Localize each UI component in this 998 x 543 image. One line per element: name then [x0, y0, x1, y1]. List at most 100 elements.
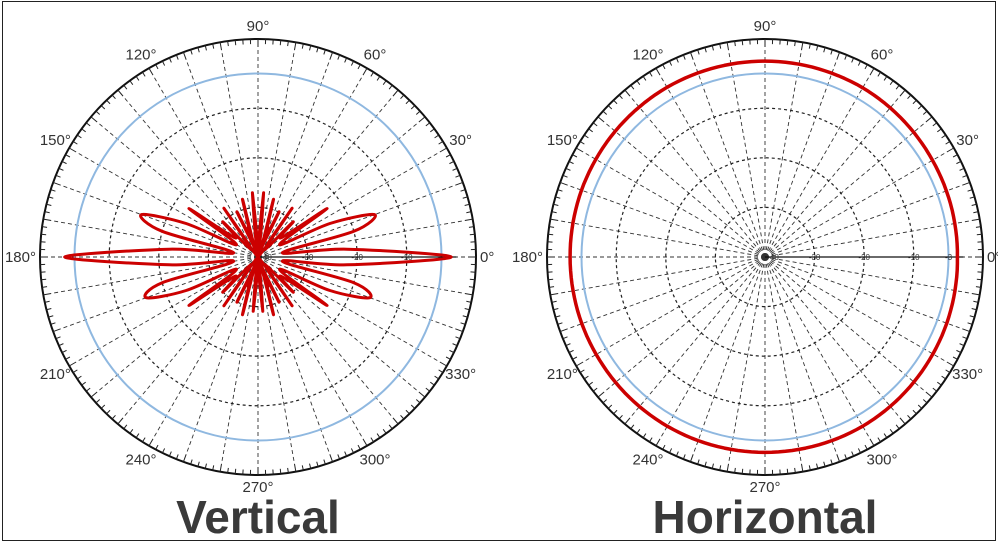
degree-tick: [549, 226, 555, 228]
angle-label: 180°: [5, 249, 36, 266]
degree-tick: [697, 459, 700, 465]
degree-tick: [323, 49, 326, 55]
chart-title: Vertical: [176, 491, 340, 543]
degree-tick: [971, 292, 980, 296]
degree-tick: [734, 41, 736, 47]
radial-gridline: [728, 50, 766, 258]
radial-gridline: [659, 74, 766, 258]
angle-label: 330°: [952, 366, 983, 383]
degree-tick: [287, 41, 289, 47]
degree-tick: [197, 47, 200, 53]
degree-tick: [607, 105, 613, 110]
degree-tick: [959, 343, 965, 347]
degree-tick: [316, 47, 319, 53]
degree-tick: [689, 454, 694, 463]
degree-tick: [81, 381, 86, 386]
degree-tick: [405, 409, 410, 415]
radial-tick-label: -3: [945, 253, 953, 262]
degree-tick: [469, 233, 475, 236]
radial-tick-label: -40: [260, 253, 272, 262]
radial-gridline: [257, 256, 364, 440]
radial-gridline: [152, 74, 259, 258]
angle-label: 120°: [632, 46, 663, 63]
angle-label: 90°: [247, 18, 270, 35]
degree-tick: [155, 64, 159, 70]
angle-label: 300°: [866, 452, 897, 469]
radial-gridline: [764, 256, 901, 419]
degree-tick: [85, 387, 91, 392]
degree-tick: [597, 391, 605, 398]
degree-tick: [439, 147, 448, 153]
degree-tick: [468, 226, 474, 228]
degree-tick: [823, 461, 826, 467]
degree-tick: [899, 89, 906, 97]
degree-tick: [190, 459, 193, 465]
degree-tick: [362, 67, 368, 76]
degree-tick: [969, 315, 975, 318]
degree-tick: [337, 54, 341, 60]
degree-tick: [559, 181, 568, 186]
radial-gridline: [51, 256, 259, 294]
degree-tick: [971, 308, 977, 311]
degree-tick: [864, 444, 868, 450]
angle-label: 0°: [987, 249, 998, 266]
degree-tick: [111, 414, 116, 420]
degree-tick: [434, 375, 440, 380]
degree-tick: [655, 438, 661, 447]
degree-tick: [794, 41, 796, 47]
degree-tick: [418, 116, 426, 123]
degree-tick: [741, 468, 744, 474]
angle-label: 60°: [871, 46, 894, 63]
angle-label: 180°: [512, 249, 543, 266]
radial-gridline: [96, 121, 259, 258]
radial-gridline: [764, 256, 948, 363]
degree-tick: [455, 181, 464, 186]
degree-tick: [636, 80, 641, 85]
degree-tick: [52, 181, 61, 186]
degree-tick: [956, 349, 962, 354]
radial-gridline: [764, 74, 871, 258]
degree-tick: [786, 468, 789, 474]
degree-tick: [851, 57, 855, 63]
radiation-pattern-series: [63, 191, 453, 317]
degree-tick: [58, 343, 64, 347]
degree-tick: [329, 454, 334, 463]
degree-tick: [602, 110, 608, 115]
degree-tick: [823, 47, 826, 53]
degree-tick: [161, 60, 166, 66]
degree-tick: [415, 399, 421, 404]
degree-tick: [204, 463, 207, 469]
degree-tick: [557, 189, 563, 192]
degree-tick: [357, 64, 361, 70]
degree-tick: [618, 414, 623, 420]
angle-label: 270°: [242, 479, 273, 496]
radial-gridline: [764, 220, 972, 258]
radial-gridline: [764, 256, 838, 455]
degree-tick: [72, 141, 78, 145]
degree-tick: [883, 433, 888, 439]
degree-tick: [726, 42, 730, 51]
degree-tick: [44, 211, 50, 214]
horizontal-polar-chart: -40 -30 -20 -10 -3 0° 30° 60° 90° 120° 150° 180° 210…: [512, 18, 998, 543]
degree-tick: [430, 381, 435, 386]
degree-tick: [551, 300, 557, 303]
angle-label: 150°: [40, 132, 71, 149]
degree-tick: [808, 43, 811, 49]
radial-gridline: [257, 121, 420, 258]
radial-gridline: [764, 256, 972, 294]
degree-tick: [129, 80, 134, 85]
degree-tick: [400, 414, 405, 420]
degree-tick: [937, 381, 942, 386]
degree-tick: [642, 433, 647, 439]
degree-tick: [579, 369, 585, 373]
degree-tick: [106, 409, 111, 415]
radial-tick-label: -20: [351, 253, 363, 262]
degree-tick: [142, 71, 146, 77]
degree-tick: [675, 451, 679, 457]
degree-tick: [925, 391, 933, 398]
degree-tick: [734, 467, 736, 473]
degree-tick: [969, 196, 975, 199]
degree-tick: [550, 292, 559, 296]
degree-tick: [468, 286, 474, 288]
degree-tick: [971, 218, 980, 222]
